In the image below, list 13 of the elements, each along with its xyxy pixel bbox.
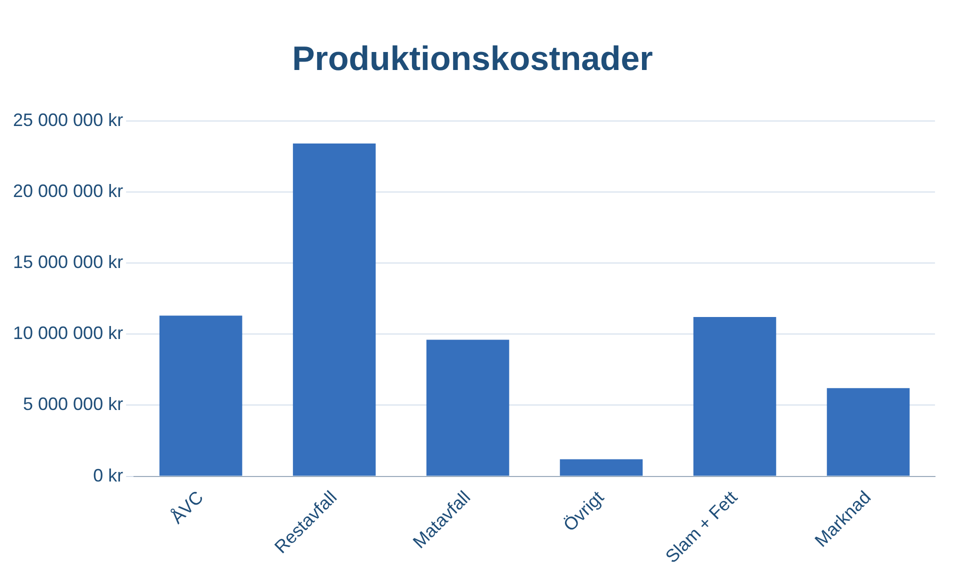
y-tick-label: 0 kr	[93, 465, 124, 486]
y-tick-label: 25 000 000 kr	[12, 110, 124, 130]
bar	[693, 317, 776, 476]
bar	[426, 340, 510, 476]
bar	[826, 388, 910, 476]
bar	[292, 144, 376, 476]
chart-title: Produktionskostnader	[292, 40, 653, 78]
y-tick-label: 15 000 000 kr	[12, 252, 124, 272]
bar	[560, 459, 643, 476]
bar	[159, 316, 242, 476]
y-tick-label: 5 000 000 kr	[23, 394, 124, 414]
y-tick-label: 20 000 000 kr	[12, 180, 124, 201]
y-tick-label: 10 000 000 kr	[12, 323, 124, 344]
